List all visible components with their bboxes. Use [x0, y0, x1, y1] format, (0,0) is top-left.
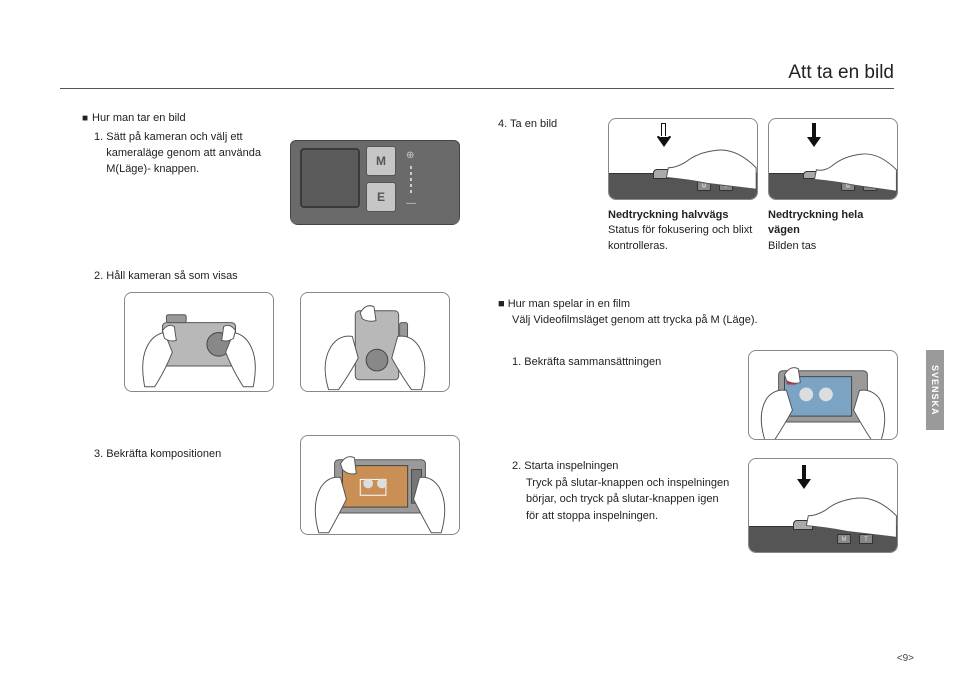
- illustration-compose: [300, 435, 460, 535]
- step-num: 2.: [512, 460, 521, 472]
- caption-bold: Nedtryckning halvvägs: [608, 209, 728, 221]
- arrow-down-solid-icon: [807, 123, 821, 151]
- heading-sub-text: Välj Videofilmsläget genom att trycka på…: [512, 314, 758, 326]
- step-num: 4.: [498, 118, 507, 130]
- step-text: Tryck på slutar-knappen och inspelningen…: [526, 475, 732, 525]
- film-step-2: 2. Starta inspelningen Tryck på slutar-k…: [512, 458, 732, 524]
- illustration-hold-horizontal: [124, 292, 274, 392]
- illustration-film-record: M T: [748, 458, 898, 553]
- hands-film-compose-icon: [749, 351, 897, 440]
- hands-holding-camera-icon: [125, 293, 273, 392]
- arrow-down-solid-icon: [797, 465, 811, 493]
- square-bullet-icon: ■: [82, 113, 88, 124]
- step-num: 2.: [94, 270, 103, 282]
- square-bullet-icon: ■: [498, 298, 505, 310]
- step-text: Bekräfta sammansättningen: [524, 356, 661, 368]
- step-4: 4. Ta en bild: [498, 118, 557, 130]
- finger-record-icon: [749, 459, 897, 552]
- finger-full-press-icon: [769, 119, 897, 199]
- page-number: <9>: [897, 653, 914, 664]
- caption-text: Status för fokusering och blixt kontroll…: [608, 224, 752, 251]
- hands-compose-icon: [301, 436, 459, 535]
- step-1: 1. Sätt på kameran och välj ett kameralä…: [94, 130, 294, 178]
- heading-record-film: ■ Hur man spelar in en film: [498, 298, 630, 310]
- step-num: 1.: [512, 356, 521, 368]
- language-tab: SVENSKA: [926, 350, 944, 430]
- heading-text: Hur man spelar in en film: [508, 298, 630, 310]
- hands-holding-camera-vertical-icon: [301, 293, 449, 392]
- illustration-film-compose: [748, 350, 898, 440]
- step-title: Starta inspelningen: [524, 460, 618, 472]
- arrow-down-outline-icon: [657, 123, 671, 151]
- caption-bold: Nedtryckning hela vägen: [768, 209, 863, 236]
- page-title: Att ta en bild: [788, 62, 894, 84]
- illustration-mode-buttons: M E ⊕ ―: [290, 130, 460, 225]
- caption-text: Bilden tas: [768, 240, 816, 252]
- step-num: 1.: [94, 131, 103, 143]
- step-text: Bekräfta kompositionen: [106, 448, 221, 460]
- step-3: 3. Bekräfta kompositionen: [94, 448, 221, 460]
- heading-how-to-take: ■ Hur man tar en bild: [82, 112, 482, 124]
- heading-text: Hur man tar en bild: [92, 112, 186, 124]
- finger-half-press-icon: [609, 119, 757, 199]
- manual-page: Att ta en bild ■ Hur man tar en bild 1. S…: [60, 60, 894, 640]
- illustration-hold-vertical: [300, 292, 450, 392]
- step-num: 3.: [94, 448, 103, 460]
- mode-m-button: M: [366, 146, 396, 176]
- step-text: Ta en bild: [510, 118, 557, 130]
- header-rule: [60, 88, 894, 89]
- zoom-in-icon: ⊕: [406, 150, 414, 161]
- film-step-1: 1. Bekräfta sammansättningen: [512, 356, 661, 368]
- caption-full-press: Nedtryckning hela vägen Bilden tas: [768, 208, 898, 254]
- illustration-full-press: M T: [768, 118, 898, 200]
- zoom-scale-icon: [410, 166, 412, 196]
- step-text: Håll kameran så som visas: [106, 270, 237, 282]
- step-text: Sätt på kameran och välj ett kameraläge …: [106, 130, 286, 178]
- step-2: 2. Håll kameran så som visas: [94, 270, 238, 282]
- mode-e-button: E: [366, 182, 396, 212]
- zoom-out-icon: ―: [406, 198, 416, 209]
- illustration-half-press: M T: [608, 118, 758, 200]
- caption-half-press: Nedtryckning halvvägs Status för fokuser…: [608, 208, 760, 254]
